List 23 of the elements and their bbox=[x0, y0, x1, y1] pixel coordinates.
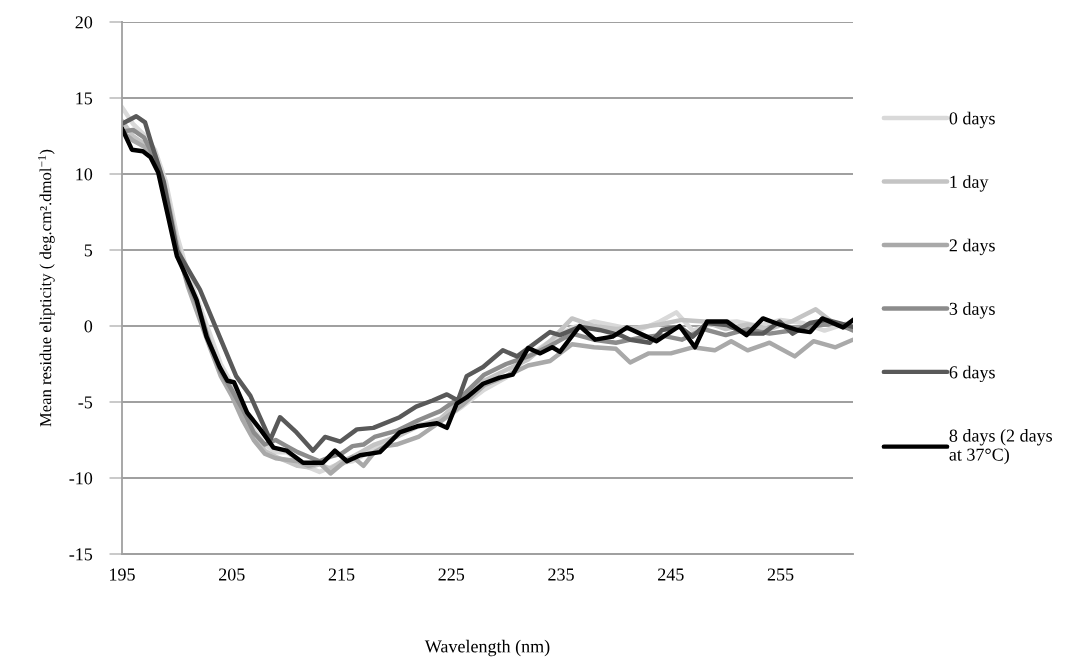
legend-label: 3 days bbox=[949, 302, 995, 319]
y-tick-label: 15 bbox=[76, 92, 93, 105]
x-tick-label: 235 bbox=[548, 568, 574, 581]
x-tick-label: 215 bbox=[328, 568, 355, 581]
y-axis-title: Mean residue elipticity ( deg.cm².dmol$^{−1}$) bbox=[38, 149, 55, 427]
y-tick-label: -10 bbox=[69, 472, 93, 485]
y-tick-label: -5 bbox=[78, 396, 93, 409]
y-tick-label: 0 bbox=[84, 320, 93, 333]
x-tick-label: 245 bbox=[658, 568, 684, 581]
x-tick-label: 195 bbox=[110, 568, 135, 581]
legend-label: 6 days bbox=[949, 365, 995, 383]
x-tick-label: 225 bbox=[438, 568, 465, 581]
y-tick-label: -15 bbox=[69, 548, 93, 561]
x-tick-label: 205 bbox=[219, 568, 245, 581]
legend-label: 0 days bbox=[949, 111, 995, 129]
y-tick-label: 20 bbox=[75, 16, 93, 29]
legend-label: 2 days bbox=[949, 238, 995, 256]
x-tick-label: 255 bbox=[767, 568, 794, 581]
y-tick-label: 10 bbox=[76, 168, 93, 181]
x-axis-title: Wavelength (nm) bbox=[424, 639, 550, 657]
legend-label: 8 days (2 days at 37°C) bbox=[949, 429, 1053, 465]
legend-label: 1 day bbox=[950, 175, 989, 192]
y-tick-label: 5 bbox=[84, 244, 93, 257]
